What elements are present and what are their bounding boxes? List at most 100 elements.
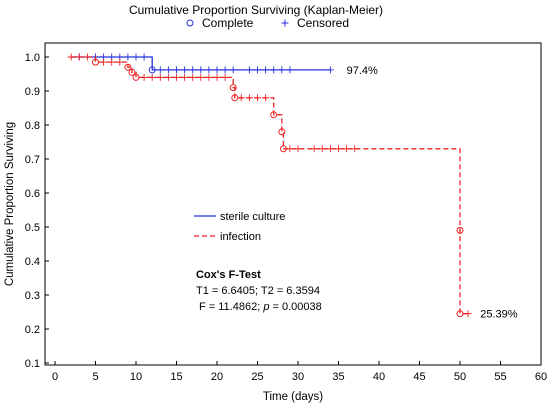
infection-event-mark — [231, 94, 239, 102]
infection-censored-mark — [164, 73, 172, 81]
x-tick-label: 15 — [170, 371, 182, 383]
y-axis: 0.1 0.2 0.3 0.4 0.5 0.6 0.7 0.8 0.9 1.0 — [25, 52, 49, 370]
y-axis-label: Cumulative Proportion Surviving — [4, 122, 16, 286]
y-tick-label: 0.6 — [25, 188, 40, 200]
sterile-culture-legend-label: sterile culture — [220, 211, 285, 223]
infection-censored-mark — [173, 73, 180, 81]
x-axis: 0 5 10 15 20 25 30 35 40 45 50 55 60 — [52, 361, 547, 383]
chart-title: Cumulative Proportion Surviving (Kaplan-… — [129, 3, 383, 17]
series-sterile-culture: 97.4% — [71, 53, 378, 77]
x-tick-label: 10 — [130, 371, 142, 383]
infection-censored-mark — [343, 145, 351, 153]
series-layer: 97.4% 25.39% — [67, 53, 518, 321]
infection-event-mark — [270, 111, 278, 119]
y-tick-label: 0.8 — [25, 120, 40, 132]
infection-censored-mark — [181, 73, 189, 81]
infection-event-mark — [132, 73, 140, 81]
cox-test-annotation: Cox's F-Test T1 = 6.6405; T2 = 6.3594 F … — [196, 269, 322, 313]
sterile-culture-censored-mark — [270, 66, 278, 74]
infection-event-mark — [278, 128, 286, 136]
infection-censored-mark — [156, 73, 164, 81]
y-tick-label: 0.2 — [25, 324, 40, 336]
marker-legend-label: Complete — [202, 16, 254, 30]
infection-censored-mark — [286, 145, 294, 153]
infection-end-label: 25.39% — [480, 309, 518, 321]
complete-legend-symbol — [186, 19, 194, 27]
x-tick-label: 20 — [211, 371, 223, 383]
infection-censored-mark — [254, 94, 261, 102]
infection-survival-line — [71, 56, 469, 315]
infection-censored-mark — [140, 73, 148, 81]
x-tick-label: 50 — [454, 371, 466, 383]
cox-test-line1: T1 = 6.6405; T2 = 6.3594 — [196, 285, 320, 297]
sterile-culture-censored-mark — [197, 66, 205, 74]
line-legend: sterile culture infection — [194, 211, 285, 243]
infection-censored-mark — [108, 58, 116, 66]
sterile-culture-censored-mark — [173, 66, 180, 74]
sterile-culture-censored-mark — [221, 66, 229, 74]
cox-test-p-value: = 0.00038 — [273, 301, 322, 313]
infection-censored-mark — [116, 58, 124, 66]
x-tick-label: 30 — [292, 371, 304, 383]
infection-censored-mark — [318, 145, 326, 153]
sterile-culture-censored-mark — [156, 66, 164, 74]
sterile-culture-censored-mark — [245, 66, 253, 74]
cox-test-line2: F = 11.4862; p = 0.00038 — [199, 301, 322, 313]
infection-censored-mark — [245, 94, 253, 102]
infection-event-mark — [128, 68, 136, 76]
infection-censored-mark — [213, 73, 221, 81]
infection-censored-mark — [67, 53, 75, 61]
sterile-culture-censored-mark — [164, 66, 172, 74]
x-tick-label: 25 — [251, 371, 263, 383]
infection-censored-mark — [262, 94, 270, 102]
y-tick-label: 0.5 — [25, 222, 40, 234]
infection-event-mark — [456, 310, 464, 318]
infection-event-mark — [456, 226, 464, 234]
infection-event-mark — [229, 84, 237, 92]
x-tick-label: 45 — [413, 371, 425, 383]
sterile-culture-event-mark — [148, 66, 156, 74]
sterile-culture-censored-mark — [205, 66, 213, 74]
infection-censored-mark — [221, 73, 229, 81]
sterile-culture-censored-mark — [140, 53, 148, 61]
y-tick-label: 0.4 — [25, 256, 40, 268]
sterile-culture-censored-mark — [229, 66, 237, 74]
infection-censored-mark — [148, 73, 156, 81]
y-tick-label: 0.3 — [25, 290, 40, 302]
y-tick-label: 0.7 — [25, 154, 40, 166]
infection-event-mark — [92, 58, 99, 66]
sterile-culture-censored-mark — [132, 53, 140, 61]
cox-test-title: Cox's F-Test — [196, 269, 261, 281]
infection-censored-mark — [189, 73, 197, 81]
x-axis-label: Time (days) — [263, 391, 323, 403]
sterile-culture-censored-mark — [286, 66, 294, 74]
marker-legend-label: Censored — [297, 16, 349, 30]
x-tick-label: 55 — [494, 371, 506, 383]
sterile-culture-censored-mark — [254, 66, 261, 74]
infection-censored-mark — [310, 145, 318, 153]
sterile-culture-censored-mark — [262, 66, 270, 74]
marker-legend: Complete Censored — [186, 16, 349, 30]
infection-censored-mark — [326, 145, 334, 153]
infection-censored-mark — [205, 73, 213, 81]
series-infection: 25.39% — [67, 53, 518, 321]
infection-censored-mark — [237, 94, 245, 102]
y-tick-label: 1.0 — [25, 52, 40, 64]
x-tick-label: 0 — [52, 371, 58, 383]
cox-test-f: F = 11.4862; — [199, 301, 260, 313]
infection-censored-mark — [100, 58, 108, 66]
censored-legend-symbol — [281, 19, 289, 27]
x-tick-label: 5 — [92, 371, 98, 383]
cox-test-p-symbol: p — [262, 301, 269, 313]
infection-censored-mark — [335, 145, 342, 153]
sterile-culture-censored-mark — [278, 66, 286, 74]
infection-censored-mark — [294, 145, 302, 153]
infection-legend-label: infection — [220, 231, 261, 243]
infection-censored-mark — [83, 53, 91, 61]
infection-censored-mark — [197, 73, 205, 81]
sterile-culture-censored-mark — [213, 66, 221, 74]
sterile-culture-censored-mark — [124, 53, 132, 61]
x-tick-label: 35 — [332, 371, 344, 383]
infection-censored-mark — [75, 53, 83, 61]
